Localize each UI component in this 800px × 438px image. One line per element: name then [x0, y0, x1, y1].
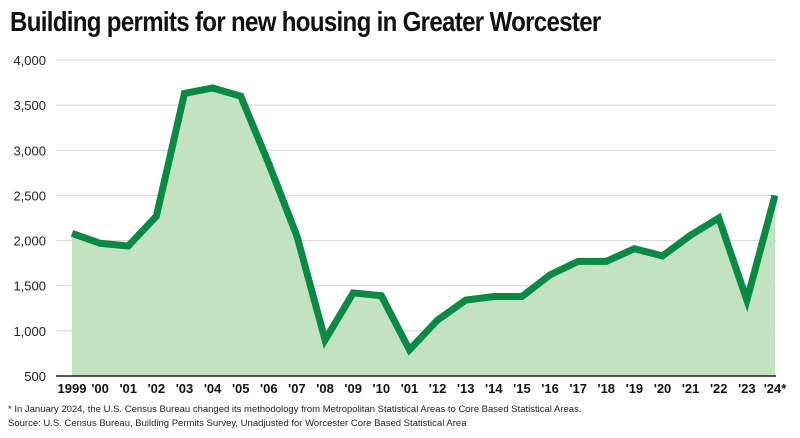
x-tick-label: '17: [569, 381, 587, 396]
y-tick-label: 500: [24, 369, 46, 384]
x-tick-label: '19: [626, 381, 644, 396]
x-tick-label: '02: [148, 381, 166, 396]
x-tick-label: '15: [513, 381, 531, 396]
x-tick-label: '21: [682, 381, 700, 396]
x-tick-label: '01: [119, 381, 137, 396]
x-tick-label: '09: [344, 381, 362, 396]
x-tick-label: 1999: [58, 381, 87, 396]
methodology-footnote: * In January 2024, the U.S. Census Burea…: [8, 404, 582, 415]
permits-area: [72, 87, 775, 376]
x-tick-labels: 1999 '00 '01 '02 '03 '04 '05 '06 '07 '08 '09 '10 '01…: [58, 381, 788, 396]
x-tick-label: '13: [457, 381, 475, 396]
chart-title: Building permits for new housing in Grea…: [10, 6, 601, 37]
x-tick-label: '14: [485, 381, 503, 396]
x-tick-label: '05: [232, 381, 250, 396]
y-tick-label: 2,500: [13, 188, 46, 203]
x-tick-label: '07: [288, 381, 306, 396]
y-tick-label: 3,500: [13, 98, 46, 113]
x-tick-label: '18: [597, 381, 615, 396]
x-tick-label: '23: [738, 381, 756, 396]
x-tick-label: '10: [373, 381, 391, 396]
x-tick-label: '04: [204, 381, 222, 396]
permits-chart: 500 1,000 1,500 2,000 2,500 3,000 3,500 4,000 1…: [13, 53, 788, 396]
y-tick-labels: 500 1,000 1,500 2,000 2,500 3,000 3,500 4,000: [13, 53, 46, 384]
x-tick-label: '24*: [764, 381, 788, 396]
data-points: [71, 87, 776, 350]
x-tick-label: '00: [91, 381, 109, 396]
permits-line: [70, 84, 779, 356]
y-tick-label: 3,000: [13, 143, 46, 158]
x-tick-label: '08: [316, 381, 334, 396]
y-tick-label: 4,000: [13, 53, 46, 68]
x-tick-label: '12: [429, 381, 447, 396]
y-tick-label: 2,000: [13, 234, 46, 249]
x-tick-label: '16: [541, 381, 559, 396]
x-tick-label: '20: [654, 381, 672, 396]
x-tick-label: '06: [260, 381, 278, 396]
y-tick-label: 1,500: [13, 279, 46, 294]
source-footnote: Source: U.S. Census Bureau, Building Per…: [8, 418, 467, 429]
x-tick-label: '03: [176, 381, 194, 396]
x-tick-label: '01: [401, 381, 419, 396]
x-tick-label: '22: [710, 381, 728, 396]
y-tick-label: 1,000: [13, 324, 46, 339]
